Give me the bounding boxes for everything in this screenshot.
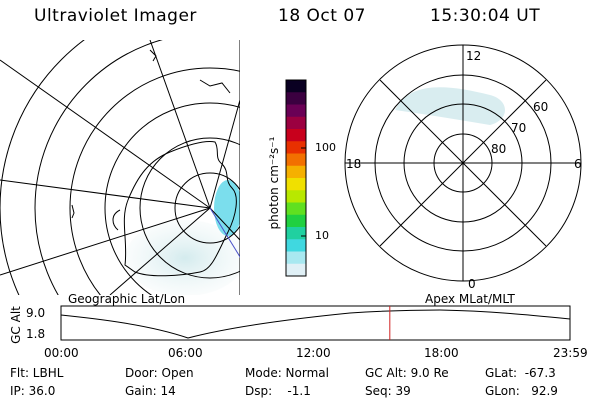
status-filter: Flt: LBHL [10, 366, 64, 380]
status-glon: GLon: 92.9 [485, 384, 558, 398]
status-gain: Gain: 14 [125, 384, 176, 398]
mlt-label-6: 6 [574, 157, 582, 171]
colorbar-tick-10: 10 [315, 229, 329, 242]
alt-xtick-3: 18:00 [424, 346, 459, 360]
status-ip: IP: 36.0 [10, 384, 56, 398]
colorbar-cell [286, 263, 306, 277]
imager-title: Ultraviolet Imager [34, 6, 197, 26]
colorbar-cell [286, 92, 306, 105]
colorbar-cell [286, 251, 306, 265]
polar-caption: Apex MLat/MLT [425, 292, 515, 306]
lat-label-80: 80 [491, 142, 506, 156]
colorbar-cell [286, 129, 306, 142]
colorbar-cell [286, 202, 306, 216]
mlt-label-12: 12 [466, 49, 481, 63]
colorbar-cell [286, 214, 306, 228]
alt-xtick-4: 23:59 [553, 346, 588, 360]
status-gc-alt: GC Alt: 9.0 Re [365, 366, 449, 380]
colorbar-cell [286, 104, 306, 118]
geo-map-caption: Geographic Lat/Lon [68, 292, 186, 306]
altitude-strip [60, 305, 571, 341]
lat-label-70: 70 [511, 121, 526, 135]
alt-xtick-1: 06:00 [168, 346, 203, 360]
alt-xtick-0: 00:00 [44, 346, 79, 360]
colorbar-cell [286, 165, 306, 179]
date-label: 18 Oct 07 [278, 6, 366, 26]
polar-plot: 12 0 18 6 60 70 80 [344, 44, 582, 291]
time-label: 15:30:04 UT [430, 6, 541, 26]
colorbar-cell [286, 141, 306, 154]
lat-label-60: 60 [533, 100, 548, 114]
colorbar-cell [286, 116, 306, 130]
alt-xtick-2: 12:00 [296, 346, 331, 360]
colorbar-cell [286, 190, 306, 203]
status-dsp: Dsp: -1.1 [245, 384, 311, 398]
colorbar-cell [286, 227, 306, 240]
mlt-label-0: 0 [468, 277, 476, 291]
colorbar [285, 79, 307, 277]
geographic-map [0, 40, 240, 295]
colorbar-gradient [286, 80, 306, 277]
colorbar-cell [286, 239, 306, 252]
status-glat: GLat: -67.3 [485, 366, 556, 380]
status-mode: Mode: Normal [245, 366, 329, 380]
colorbar-unit-label: photon cm⁻²s⁻¹ [267, 136, 281, 230]
alt-ylabel: GC Alt [9, 306, 23, 344]
status-door: Door: Open [125, 366, 194, 380]
mlt-label-18: 18 [346, 157, 361, 171]
status-seq: Seq: 39 [365, 384, 411, 398]
alt-ytick-low: 1.8 [26, 327, 46, 341]
alt-ytick-high: 9.0 [26, 306, 46, 320]
colorbar-cell [286, 178, 306, 191]
colorbar-cell [286, 153, 306, 167]
colorbar-tick-100: 100 [315, 141, 336, 154]
colorbar-cell [286, 80, 306, 93]
